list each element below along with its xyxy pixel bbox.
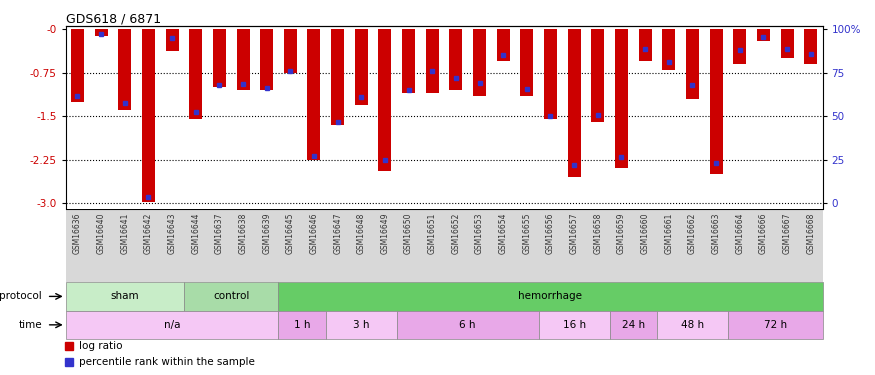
Bar [284,29,297,73]
Bar [780,29,794,58]
Text: GSM16658: GSM16658 [593,213,602,254]
Bar [804,29,817,64]
Text: time: time [18,320,42,330]
Text: 72 h: 72 h [764,320,787,330]
Text: GSM16640: GSM16640 [96,213,106,254]
Bar [426,29,438,93]
Text: 24 h: 24 h [622,320,645,330]
Bar [757,29,770,41]
Bar [610,310,657,339]
Bar [497,29,510,61]
Text: sham: sham [110,291,139,302]
Bar [213,29,226,87]
Bar [142,29,155,202]
Text: GSM16653: GSM16653 [475,213,484,254]
Text: GSM16637: GSM16637 [215,213,224,254]
Text: GDS618 / 6871: GDS618 / 6871 [66,12,161,25]
Bar [354,29,367,105]
Text: GSM16660: GSM16660 [640,213,649,254]
Text: GSM16661: GSM16661 [664,213,673,254]
Bar [592,29,605,122]
Bar [94,29,108,36]
Bar [544,29,557,119]
Text: GSM16662: GSM16662 [688,213,696,254]
Text: GSM16643: GSM16643 [167,213,177,254]
Text: GSM16667: GSM16667 [782,213,792,254]
Bar [118,29,131,110]
Text: GSM16636: GSM16636 [73,213,82,254]
Bar [662,29,676,70]
Bar [450,29,462,90]
Text: 6 h: 6 h [459,320,476,330]
Bar [71,29,84,102]
Bar [568,29,581,177]
Text: GSM16645: GSM16645 [286,213,295,254]
Bar [278,282,822,310]
Text: GSM16639: GSM16639 [262,213,271,254]
Bar [278,310,326,339]
Text: GSM16649: GSM16649 [381,213,389,254]
Text: GSM16656: GSM16656 [546,213,555,254]
Bar [639,29,652,61]
Text: GSM16638: GSM16638 [239,213,248,254]
Bar [728,310,822,339]
Text: GSM16648: GSM16648 [357,213,366,254]
Text: GSM16644: GSM16644 [192,213,200,254]
Text: protocol: protocol [0,291,42,302]
Text: hemorrhage: hemorrhage [519,291,583,302]
Text: GSM16659: GSM16659 [617,213,626,254]
Bar [473,29,486,96]
Text: 1 h: 1 h [294,320,311,330]
Text: GSM16668: GSM16668 [806,213,816,254]
Text: 3 h: 3 h [353,320,369,330]
Text: n/a: n/a [164,320,180,330]
Text: GSM16642: GSM16642 [144,213,153,254]
Bar [378,29,391,171]
Text: GSM16655: GSM16655 [522,213,531,254]
Bar [184,282,278,310]
Bar [331,29,344,125]
Bar [402,29,415,93]
Text: GSM16646: GSM16646 [310,213,318,254]
Text: GSM16654: GSM16654 [499,213,507,254]
Bar [657,310,728,339]
Bar [236,29,249,90]
Text: GSM16663: GSM16663 [711,213,721,254]
Text: percentile rank within the sample: percentile rank within the sample [80,357,256,367]
Text: GSM16641: GSM16641 [120,213,130,254]
Bar [733,29,746,64]
Text: GSM16651: GSM16651 [428,213,437,254]
Text: GSM16652: GSM16652 [452,213,460,254]
Bar [66,282,184,310]
Text: GSM16647: GSM16647 [333,213,342,254]
Bar [165,29,178,51]
Text: GSM16664: GSM16664 [735,213,745,254]
Bar [307,29,320,160]
Text: GSM16657: GSM16657 [570,213,578,254]
Text: log ratio: log ratio [80,341,123,351]
Text: control: control [213,291,249,302]
Text: GSM16650: GSM16650 [404,213,413,254]
Bar [260,29,273,90]
Bar [686,29,699,99]
Bar [189,29,202,119]
Bar [66,310,278,339]
Text: 48 h: 48 h [681,320,704,330]
Bar [521,29,534,96]
Bar [710,29,723,174]
Bar [396,310,539,339]
Bar [326,310,396,339]
Bar [539,310,610,339]
Text: 16 h: 16 h [563,320,585,330]
Bar [615,29,628,168]
Text: GSM16666: GSM16666 [759,213,768,254]
